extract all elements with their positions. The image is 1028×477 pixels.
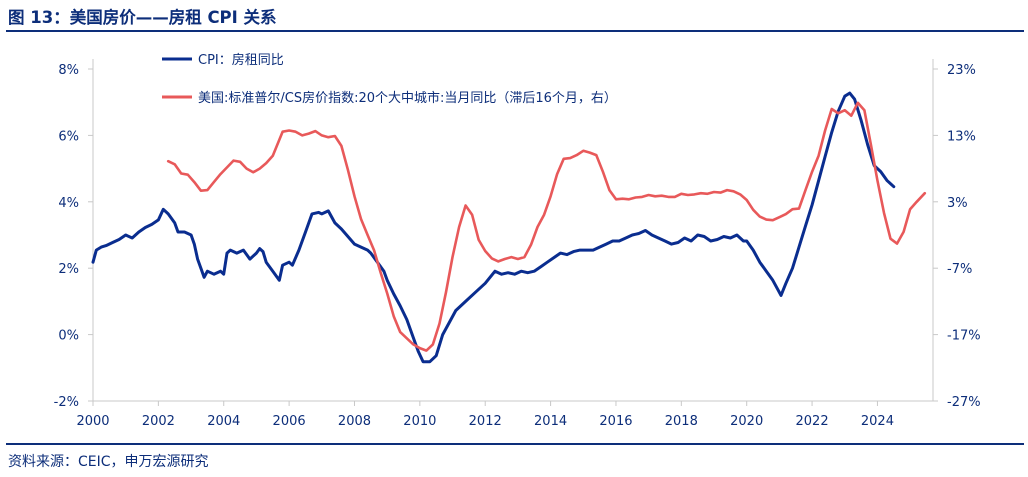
left-tick-label: 8%	[58, 63, 79, 78]
x-tick-label: 2016	[599, 414, 632, 429]
chart-title: 图 13：美国房价——房租 CPI 关系	[8, 8, 277, 27]
footer-divider	[6, 443, 1024, 445]
x-tick-label: 2002	[142, 414, 175, 429]
x-tick-label: 2006	[273, 414, 306, 429]
left-tick-label: 2%	[58, 262, 79, 277]
right-tick-label: -17%	[947, 329, 981, 344]
source-note: 资料来源：CEIC，申万宏源研究	[8, 454, 209, 470]
title-divider	[6, 30, 1024, 32]
series-layer	[91, 91, 927, 364]
x-tick-label: 2012	[469, 414, 502, 429]
x-tick-label: 2022	[796, 414, 829, 429]
x-tick-label: 2008	[338, 414, 371, 429]
x-tick-label: 2010	[403, 414, 436, 429]
x-tick-label: 2018	[665, 414, 698, 429]
x-tick-label: 2004	[207, 414, 240, 429]
x-tick-label: 2020	[730, 414, 763, 429]
right-tick-label: -7%	[947, 262, 972, 277]
axes-layer: -2% 0% 2% 4% 6% 8% -27% -17% -7% 3% 13% 23% 2000 2002…	[54, 59, 981, 429]
series-line-cs-index	[166, 101, 927, 352]
x-tick-label: 2024	[861, 414, 894, 429]
right-tick-label: 3%	[947, 196, 968, 211]
legend-label-cs-index: 美国:标准普尔/CS房价指数:20个大中城市:当月同比（滞后16个月，右）	[198, 90, 617, 106]
series-line-cpi-rent	[91, 91, 896, 364]
right-tick-label: 23%	[947, 63, 976, 78]
right-tick-label: -27%	[947, 395, 981, 410]
x-tick-label: 2000	[76, 414, 109, 429]
left-tick-label: 4%	[58, 196, 79, 211]
left-tick-label: 6%	[58, 129, 79, 144]
left-tick-label: -2%	[54, 395, 79, 410]
legend-label-cpi: CPI：房租同比	[198, 52, 284, 68]
right-tick-label: 13%	[947, 129, 976, 144]
x-tick-label: 2014	[534, 414, 567, 429]
legend: CPI：房租同比 美国:标准普尔/CS房价指数:20个大中城市:当月同比（滞后1…	[162, 52, 617, 106]
left-tick-label: 0%	[58, 329, 79, 344]
